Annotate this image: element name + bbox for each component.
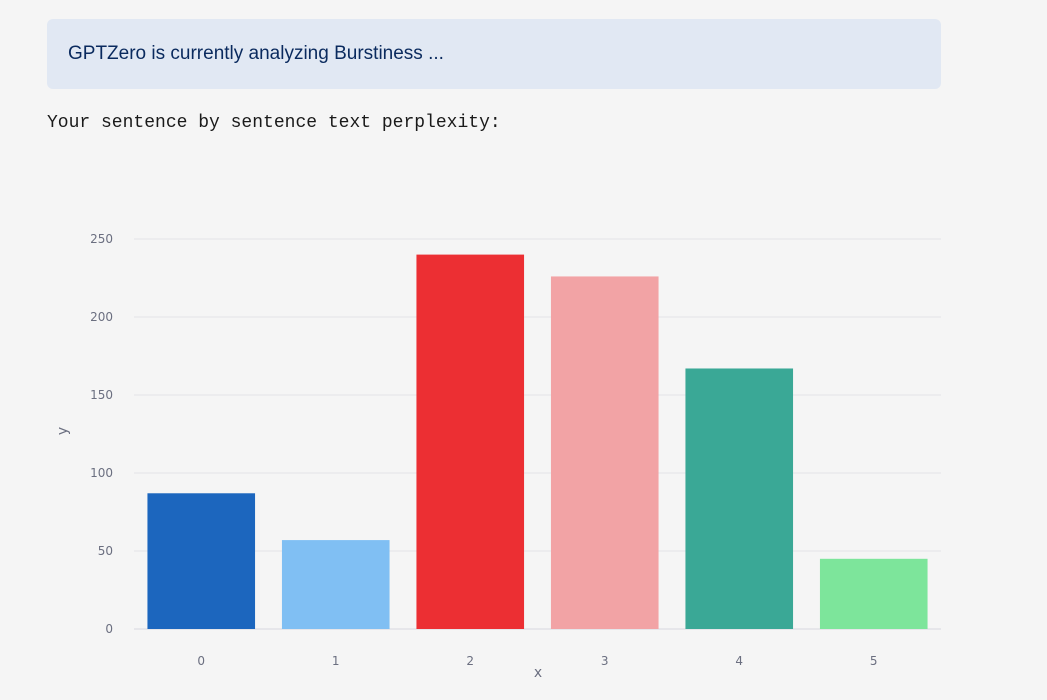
x-tick-label: 0 bbox=[197, 654, 205, 668]
x-tick-label: 5 bbox=[870, 654, 878, 668]
grid-lines bbox=[134, 238, 941, 630]
y-tick-labels: 0 50 100 150 200 250 bbox=[90, 232, 113, 636]
x-tick-labels: 0 1 2 3 4 5 bbox=[197, 654, 877, 668]
bar-1[interactable] bbox=[281, 540, 390, 629]
x-tick-label: 3 bbox=[601, 654, 609, 668]
y-tick-label: 100 bbox=[90, 466, 113, 480]
bar-2[interactable] bbox=[416, 254, 525, 629]
x-tick-label: 4 bbox=[735, 654, 743, 668]
y-axis-title: y bbox=[55, 427, 71, 435]
y-tick-label: 50 bbox=[98, 544, 113, 558]
y-tick-label: 150 bbox=[90, 388, 113, 402]
x-tick-label: 2 bbox=[466, 654, 474, 668]
bars bbox=[147, 254, 928, 629]
bar-3[interactable] bbox=[550, 276, 659, 629]
bar-5[interactable] bbox=[819, 558, 928, 629]
info-banner: GPTZero is currently analyzing Burstines… bbox=[47, 19, 941, 89]
info-banner-text: GPTZero is currently analyzing Burstines… bbox=[68, 43, 444, 64]
y-tick-label: 0 bbox=[105, 622, 113, 636]
x-axis-title: x bbox=[534, 665, 542, 681]
perplexity-caption: Your sentence by sentence text perplexit… bbox=[47, 113, 501, 133]
bar-4[interactable] bbox=[685, 368, 794, 629]
bar-0[interactable] bbox=[147, 493, 256, 629]
y-tick-label: 200 bbox=[90, 310, 113, 324]
y-tick-label: 250 bbox=[90, 232, 113, 246]
x-tick-label: 1 bbox=[332, 654, 340, 668]
